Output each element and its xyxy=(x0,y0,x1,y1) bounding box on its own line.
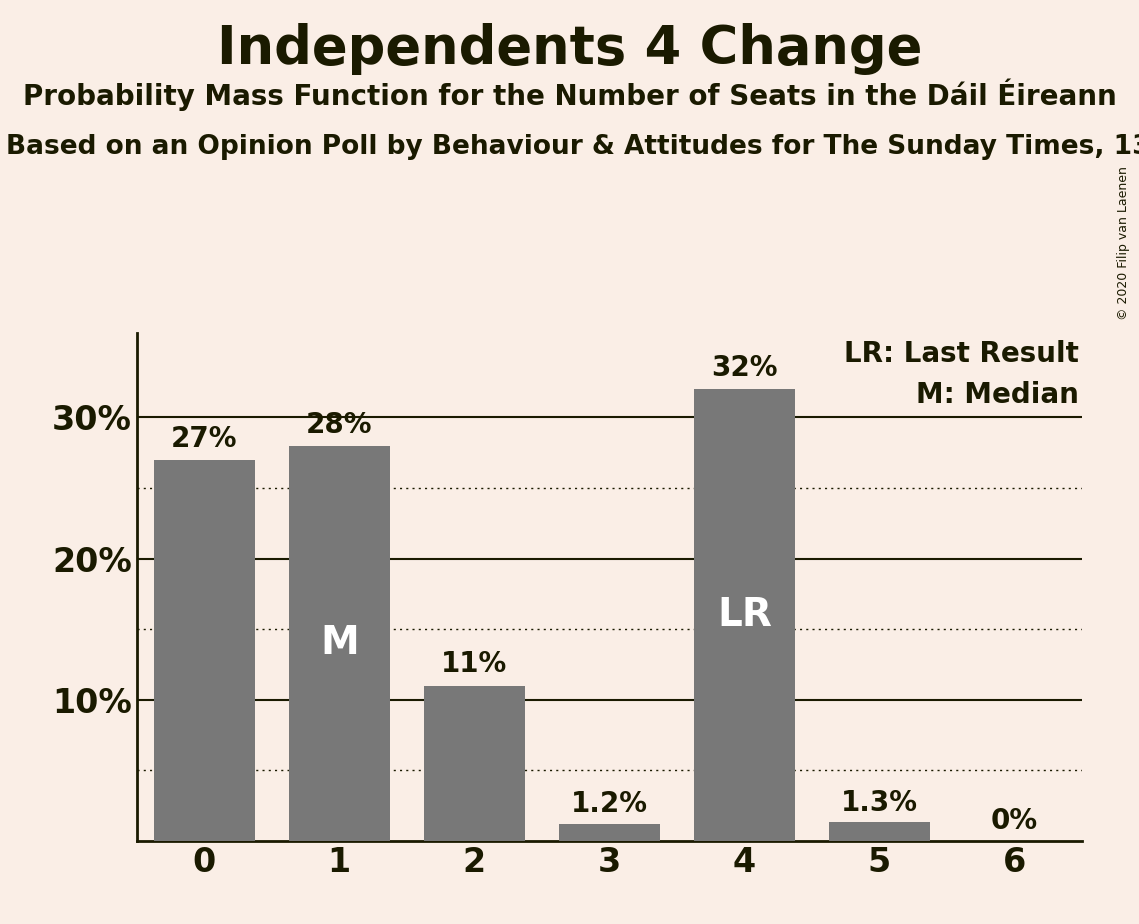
Text: LR: Last Result: LR: Last Result xyxy=(844,340,1080,368)
Text: 1.3%: 1.3% xyxy=(841,789,918,817)
Text: © 2020 Filip van Laenen: © 2020 Filip van Laenen xyxy=(1117,166,1130,321)
Text: LR: LR xyxy=(716,596,772,634)
Bar xyxy=(154,459,255,841)
Bar xyxy=(694,389,795,841)
Bar xyxy=(559,824,659,841)
Text: M: Median: M: Median xyxy=(917,381,1080,408)
Text: M: M xyxy=(320,625,359,663)
Text: 11%: 11% xyxy=(441,650,508,678)
Bar xyxy=(829,822,931,841)
Bar xyxy=(424,686,525,841)
Text: Independents 4 Change: Independents 4 Change xyxy=(216,23,923,75)
Text: 27%: 27% xyxy=(171,425,237,453)
Text: 0%: 0% xyxy=(991,808,1038,835)
Text: 28%: 28% xyxy=(306,410,372,439)
Text: Based on an Opinion Poll by Behaviour & Attitudes for The Sunday Times, 13 Decem: Based on an Opinion Poll by Behaviour & … xyxy=(6,134,1139,160)
Bar xyxy=(288,445,390,841)
Text: Probability Mass Function for the Number of Seats in the Dáil Éireann: Probability Mass Function for the Number… xyxy=(23,79,1116,111)
Text: 32%: 32% xyxy=(711,354,778,382)
Text: 1.2%: 1.2% xyxy=(571,790,648,819)
